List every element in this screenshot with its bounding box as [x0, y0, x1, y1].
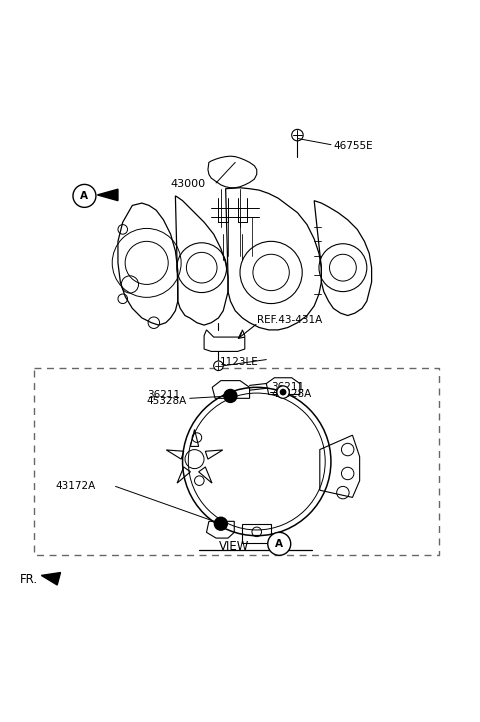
Text: A: A: [275, 539, 283, 549]
Circle shape: [292, 129, 303, 141]
Text: 1123LE: 1123LE: [220, 357, 259, 367]
Text: VIEW: VIEW: [218, 540, 249, 553]
Polygon shape: [41, 573, 60, 585]
Bar: [34, 368, 439, 554]
Circle shape: [268, 532, 291, 555]
Text: 36211: 36211: [271, 383, 304, 392]
Text: 36211: 36211: [147, 389, 180, 399]
Circle shape: [73, 184, 96, 207]
Text: 43172A: 43172A: [56, 482, 96, 492]
Text: FR.: FR.: [20, 573, 38, 586]
Circle shape: [277, 386, 289, 399]
Text: 43000: 43000: [170, 179, 206, 189]
Circle shape: [214, 516, 228, 531]
Text: 45328A: 45328A: [271, 388, 312, 399]
Circle shape: [280, 388, 287, 396]
Text: REF.43-431A: REF.43-431A: [257, 316, 322, 326]
Text: 45328A: 45328A: [147, 396, 187, 406]
Text: A: A: [81, 191, 88, 201]
Circle shape: [214, 361, 223, 370]
Polygon shape: [97, 189, 118, 201]
Circle shape: [223, 388, 238, 403]
Text: 46755E: 46755E: [333, 141, 373, 151]
